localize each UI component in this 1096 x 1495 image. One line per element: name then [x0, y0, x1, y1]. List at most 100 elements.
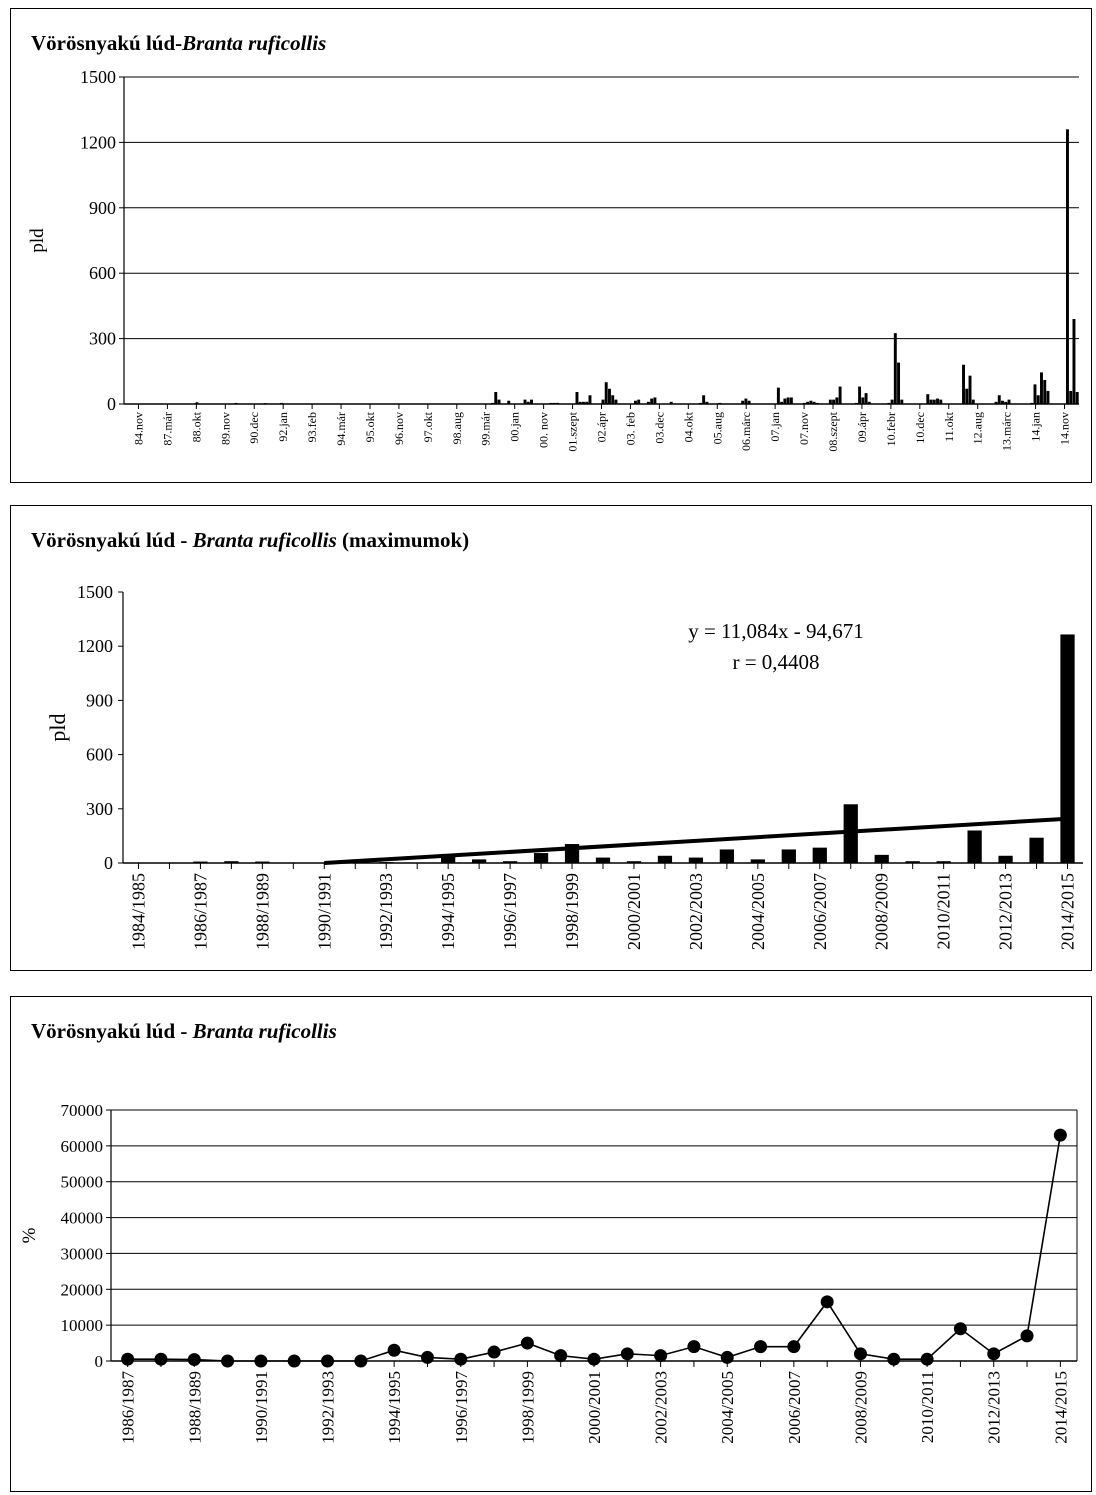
x-tick-label: 1990/1991: [314, 873, 334, 950]
x-tick-label: 1988/1989: [185, 1371, 204, 1444]
x-tick-label: 1992/1993: [319, 1371, 338, 1444]
y-tick-label: 70000: [61, 1101, 104, 1120]
bar: [750, 859, 765, 863]
bar: [585, 401, 589, 404]
bar: [776, 387, 780, 404]
x-tick-label: 1986/1987: [119, 1371, 138, 1444]
x-tick-label: 92.jan: [276, 412, 290, 442]
correlation-label: r = 0,4408: [732, 650, 819, 674]
bar: [939, 399, 943, 404]
data-point: [587, 1352, 601, 1366]
bar: [530, 399, 533, 404]
bar: [835, 397, 839, 404]
data-point: [887, 1352, 901, 1366]
x-tick-label: 94.már: [334, 412, 348, 446]
x-tick-label: 2002/2003: [686, 873, 706, 950]
x-tick-label: 00. nov: [537, 412, 551, 448]
y-tick-label: 900: [89, 198, 116, 218]
bar: [1007, 399, 1011, 404]
bar: [650, 398, 654, 404]
bar: [633, 400, 637, 404]
x-tick-label: 2006/2007: [785, 1371, 804, 1444]
bar: [582, 401, 585, 404]
x-tick-label: 2004/2005: [748, 873, 768, 950]
bar: [783, 398, 787, 404]
y-tick-label: 1500: [77, 582, 113, 602]
bar: [497, 399, 501, 404]
chart-svg-3: 0 10000 20000 30000 40000 50000 60000 70000% 198…: [19, 1101, 1078, 1444]
bar: [812, 847, 827, 863]
bar: [994, 401, 998, 404]
y-tick-label: 1200: [80, 132, 116, 152]
data-point: [754, 1340, 768, 1354]
bar: [1036, 395, 1040, 404]
bar: [744, 398, 748, 404]
data-point: [387, 1343, 401, 1357]
y-tick-label: 0: [95, 1352, 104, 1371]
x-tick-label: 07.nov: [797, 412, 811, 445]
data-point: [1053, 1128, 1067, 1142]
bar: [905, 861, 920, 863]
bar: [595, 857, 611, 863]
bar: [653, 397, 657, 404]
bar: [828, 399, 832, 404]
bar: [494, 392, 498, 404]
bar: [929, 399, 933, 404]
bar: [874, 854, 889, 863]
x-tick-label: 88.okt: [189, 411, 203, 442]
x-tick-label: 93.feb: [305, 412, 319, 442]
bar: [637, 399, 641, 404]
x-tick-label: 13.márc: [1000, 412, 1014, 451]
bar: [867, 401, 871, 404]
y-axis-label: pld: [45, 713, 70, 741]
x-tick-label: 03.dec: [652, 412, 666, 444]
bar: [472, 859, 487, 863]
data-point: [154, 1352, 168, 1366]
bar: [900, 399, 904, 404]
bar: [893, 333, 897, 404]
x-tick-label: 2008/2009: [851, 1371, 870, 1444]
bar: [688, 857, 704, 863]
x-tick-label: 1992/1993: [376, 873, 396, 950]
x-tick-label: 1988/1989: [252, 873, 272, 950]
bar: [789, 397, 793, 404]
bar: [806, 401, 810, 404]
bar: [936, 398, 939, 404]
x-tick-label: 2004/2005: [718, 1371, 737, 1444]
data-point: [454, 1352, 468, 1366]
bar: [1060, 634, 1075, 863]
chart-panel-1: Vörösnyakú lúd-Branta ruficollis 0 300 600…: [10, 8, 1092, 483]
bar: [1075, 392, 1079, 404]
bar: [626, 861, 642, 863]
x-tick-label: 90.dec: [247, 412, 261, 444]
x-tick-label: 02.ápr: [595, 412, 609, 442]
x-tick-label: 14.jan: [1029, 412, 1043, 442]
x-tick-label: 2014/2015: [1058, 873, 1078, 950]
data-point: [920, 1352, 934, 1366]
bar: [611, 395, 615, 404]
bar: [195, 402, 199, 404]
x-tick-label: 2010/2011: [918, 1371, 937, 1443]
x-tick-label: 95.okt: [363, 411, 377, 442]
x-tick-label: 2000/2001: [624, 873, 644, 950]
y-tick-label: 600: [89, 263, 116, 283]
bar: [575, 392, 579, 404]
data-point: [187, 1353, 201, 1367]
y-axis-label: pld: [27, 228, 48, 253]
trendline-equation: y = 11,084x - 94,671: [688, 619, 864, 643]
bar: [604, 382, 608, 404]
y-tick-label: 300: [89, 329, 116, 349]
x-tick-label: 12.aug: [971, 412, 985, 444]
x-tick-label: 1998/1999: [518, 1371, 537, 1444]
x-tick-label: 08.szept: [826, 411, 840, 451]
y-tick-label: 50000: [61, 1173, 104, 1192]
bar: [858, 386, 862, 404]
x-tick-label: 2006/2007: [810, 873, 830, 950]
x-tick-label: 1984/1985: [128, 873, 148, 950]
chart-svg-1: 0 300 600 900 1200 1500 pld 84.nov 87.már 88.okt 8…: [27, 67, 1079, 452]
data-point: [853, 1347, 867, 1361]
bar: [936, 861, 951, 863]
bar: [998, 855, 1013, 863]
x-tick-label: 11.okt: [942, 411, 956, 442]
bar: [502, 861, 518, 863]
